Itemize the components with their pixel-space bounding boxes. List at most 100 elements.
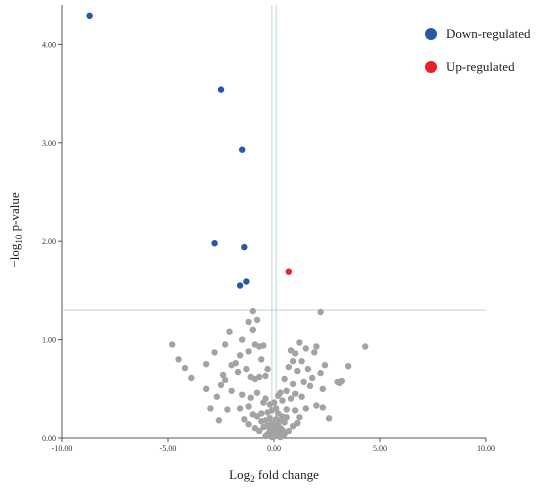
point-not-significant: [258, 418, 265, 425]
point-down-regulated: [211, 240, 218, 247]
y-tick-label: 0.00: [42, 434, 56, 443]
point-not-significant: [247, 394, 254, 401]
x-tick-label: 10.00: [477, 444, 495, 453]
point-not-significant: [283, 406, 290, 413]
point-not-significant: [239, 336, 246, 343]
point-not-significant: [226, 328, 233, 335]
legend: Down-regulated Up-regulated: [425, 26, 531, 74]
y-tick-label: 3.00: [42, 139, 56, 148]
y-axis-title-rest: p-value: [7, 192, 22, 234]
point-not-significant: [289, 358, 297, 365]
point-not-significant: [309, 374, 316, 382]
point-not-significant: [285, 427, 292, 435]
point-not-significant: [325, 415, 333, 422]
point-not-significant: [181, 364, 189, 372]
y-axis-title: −log10 p-value: [7, 192, 24, 267]
axes: [61, 5, 486, 439]
point-not-significant: [245, 348, 252, 355]
point-not-significant: [236, 405, 244, 412]
y-tick-label: 2.00: [42, 237, 56, 246]
tick-layer: -10.00 -5.00 0.00 5.00 10.00 0.00 1.00 2.00 3.00…: [42, 40, 495, 453]
point-not-significant: [281, 375, 288, 383]
point-not-significant: [345, 363, 352, 370]
point-not-significant: [317, 308, 324, 316]
x-tick-label: -10.00: [52, 444, 73, 453]
point-not-significant: [243, 365, 250, 373]
point-not-significant: [262, 432, 269, 440]
x-tick-label: 5.00: [373, 444, 387, 453]
y-tick-label: 1.00: [42, 336, 56, 345]
x-axis-title-subscript: 2: [250, 474, 255, 484]
point-not-significant: [249, 326, 256, 333]
point-not-significant: [300, 378, 307, 386]
point-not-significant: [281, 419, 288, 426]
point-not-significant: [224, 406, 231, 413]
x-axis-title-rest: fold change: [255, 467, 319, 482]
point-not-significant: [313, 343, 320, 350]
point-down-regulated: [236, 282, 244, 289]
point-up-regulated: [285, 268, 292, 275]
legend-item-down-regulated: Down-regulated: [425, 26, 531, 41]
legend-item-up-regulated: Up-regulated: [425, 59, 515, 74]
point-not-significant: [311, 349, 318, 356]
point-not-significant: [245, 421, 252, 428]
point-not-significant: [289, 380, 297, 388]
point-not-significant: [217, 381, 225, 389]
point-not-significant: [219, 371, 227, 379]
point-not-significant: [215, 417, 223, 424]
point-not-significant: [283, 387, 290, 394]
point-not-significant: [302, 345, 309, 352]
point-not-significant: [292, 390, 299, 397]
point-not-significant: [207, 405, 214, 412]
x-axis-title-main: Log: [229, 467, 250, 482]
point-not-significant: [319, 385, 326, 392]
point-not-significant: [275, 392, 282, 399]
point-not-significant: [279, 397, 286, 404]
point-not-significant: [253, 389, 261, 396]
point-not-significant: [251, 425, 259, 432]
point-not-significant: [262, 372, 269, 380]
point-not-significant: [253, 316, 261, 324]
point-not-significant: [306, 382, 314, 389]
point-not-significant: [228, 387, 235, 394]
threshold-lines: [62, 5, 486, 438]
point-not-significant: [313, 402, 320, 409]
point-not-significant: [268, 407, 276, 414]
point-not-significant: [292, 350, 299, 357]
point-not-significant: [283, 414, 290, 421]
point-not-significant: [175, 356, 182, 363]
point-not-significant: [268, 433, 276, 441]
point-not-significant: [334, 378, 341, 386]
point-not-significant: [270, 399, 278, 406]
point-down-regulated: [239, 146, 246, 153]
point-not-significant: [292, 407, 299, 414]
y-axis-title-subscript: 10: [14, 234, 24, 244]
legend-label-up-regulated: Up-regulated: [446, 59, 515, 74]
point-not-significant: [222, 341, 229, 348]
point-not-significant: [239, 391, 246, 398]
point-not-significant: [256, 343, 263, 350]
point-not-significant: [203, 361, 210, 368]
x-tick-label: 0.00: [267, 444, 281, 453]
point-not-significant: [304, 365, 312, 373]
point-not-significant: [287, 395, 295, 402]
point-not-significant: [321, 362, 329, 369]
point-not-significant: [253, 413, 261, 420]
y-tick-label: 4.00: [42, 40, 56, 49]
point-down-regulated: [243, 278, 250, 285]
point-down-regulated: [241, 243, 248, 251]
point-not-significant: [245, 403, 252, 410]
data-points: [86, 12, 369, 441]
point-not-significant: [213, 393, 220, 400]
point-not-significant: [298, 393, 305, 400]
point-not-significant: [228, 362, 235, 369]
point-not-significant: [294, 367, 301, 375]
point-down-regulated: [217, 86, 225, 93]
legend-marker-up-regulated: [425, 61, 437, 73]
point-not-significant: [169, 341, 176, 348]
point-not-significant: [234, 368, 242, 376]
point-not-significant: [260, 424, 267, 431]
point-not-significant: [245, 318, 252, 326]
point-not-significant: [317, 369, 324, 377]
x-tick-label: -5.00: [160, 444, 177, 453]
